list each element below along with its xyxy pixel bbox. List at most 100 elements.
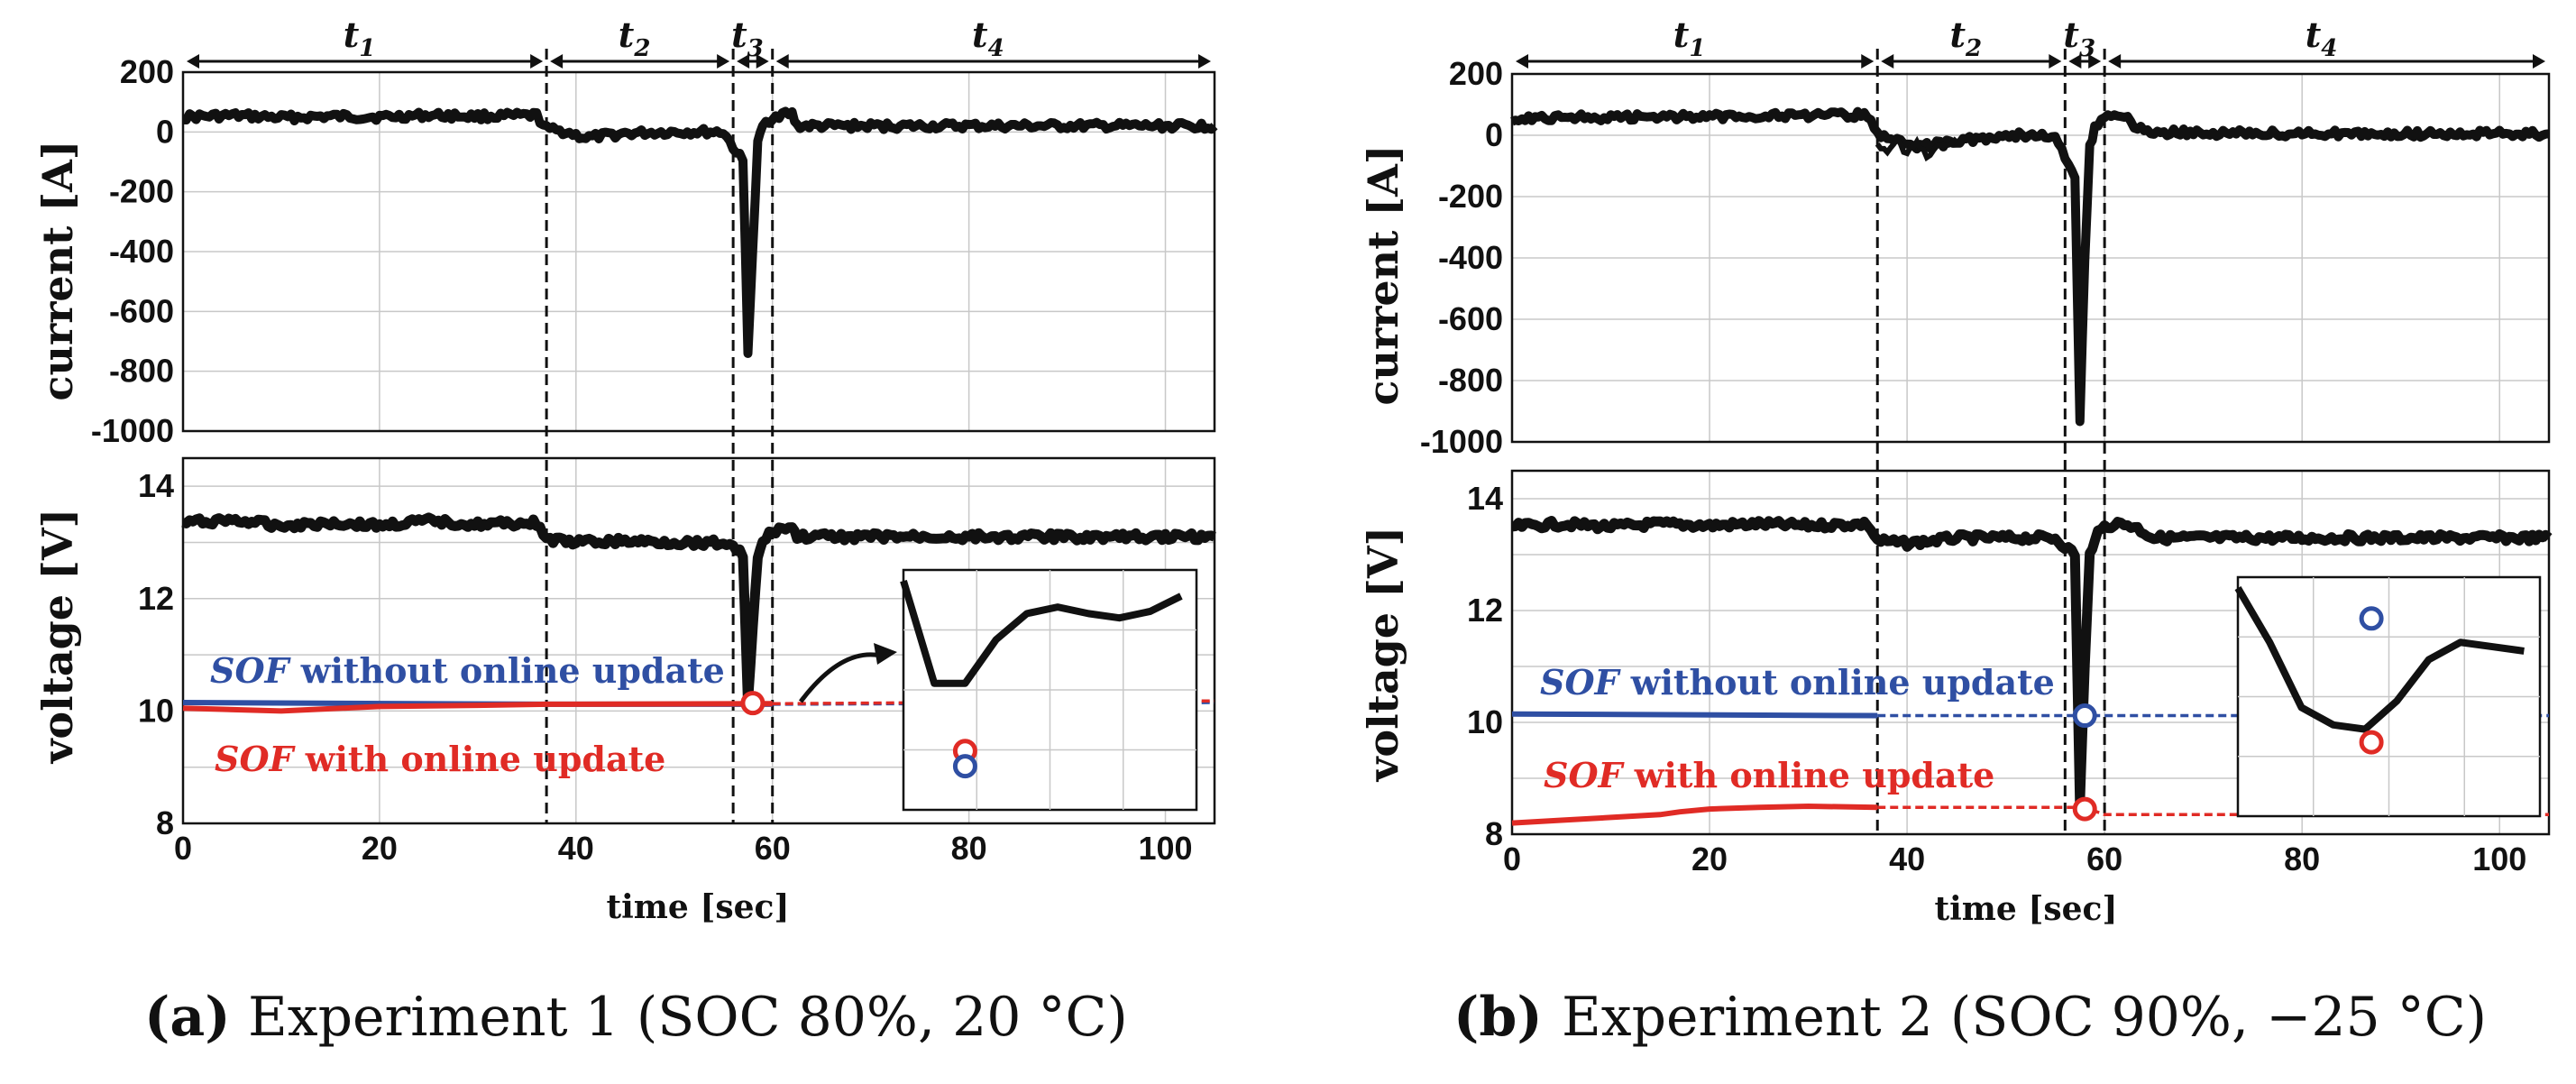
sof-marker	[2072, 796, 2097, 822]
phase-label-sub: 1	[359, 35, 375, 62]
voltage-ylabel: voltage [V]	[1359, 527, 1407, 783]
legend-rest: with online update	[294, 739, 666, 779]
inset-marker-without	[952, 754, 977, 779]
phase-arrow-head-right	[756, 54, 769, 69]
current-ytick-label: -1000	[91, 412, 174, 449]
voltage-ytick-label: 8	[156, 804, 174, 841]
phase-label-sub: 3	[747, 35, 764, 62]
inset-pointer-arrow	[799, 652, 882, 703]
phase-arrow-head-left	[2068, 54, 2082, 69]
panel-b: t1 t2 t3 t4 2000-200-400-600-800-1000141210…	[1359, 14, 2553, 1049]
current-ylabel: current [A]	[1359, 144, 1407, 405]
current-axes-frame	[1510, 72, 2551, 444]
inset-voltage-trace	[2234, 586, 2525, 733]
inset-marker-without	[2359, 606, 2384, 631]
x-tick-label: 0	[1503, 841, 1521, 877]
voltage-ylabel: voltage [V]	[33, 509, 82, 765]
phase-label-name: t	[1949, 14, 1966, 55]
legend-sof-italic: SOF	[1540, 662, 1622, 703]
inset-marker-with	[2359, 730, 2384, 755]
sof-marker	[740, 691, 765, 716]
phase-arrow-head-left	[187, 54, 199, 69]
inset-voltage-trace	[900, 579, 1183, 687]
legend-rest: without online update	[1619, 662, 2055, 703]
phase-label-sub: 1	[1689, 35, 1705, 62]
caption-text: Experiment 2 (SOC 90%, −25 °C)	[1562, 986, 2487, 1049]
voltage-ytick-label: 14	[1467, 480, 1503, 517]
caption-letter: (a)	[144, 986, 231, 1049]
legend-sof-italic: SOF	[210, 650, 292, 691]
voltage-ytick-label: 12	[1467, 592, 1503, 629]
current-ylabel: current [A]	[33, 140, 82, 400]
phase-label-t4: t4	[2306, 14, 2338, 62]
phase-arrow-head-left	[1516, 54, 1528, 69]
current-ytick-label: -800	[1438, 362, 1503, 399]
caption: (b) Experiment 2 (SOC 90%, −25 °C)	[1453, 986, 2487, 1049]
phase-arrow-head-right	[1861, 54, 1875, 69]
phase-label-name: t	[619, 14, 635, 55]
phase-label-t3: t3	[2063, 14, 2095, 62]
current-trace	[1510, 106, 2551, 427]
x-tick-label: 100	[1138, 830, 1192, 867]
caption-letter: (b)	[1453, 986, 1543, 1049]
phase-label-name: t	[1673, 14, 1690, 55]
voltage-trace	[1510, 516, 2553, 808]
phase-label-name: t	[972, 14, 988, 55]
legend-rest: with online update	[1623, 755, 1995, 795]
phase-label-t2: t2	[619, 14, 651, 62]
phase-label-t1: t1	[344, 14, 376, 62]
legend-with-online-update: SOF with online update	[1544, 755, 1994, 795]
legend-without-online-update: SOF without online update	[210, 650, 725, 691]
voltage-ytick-label: 12	[138, 580, 174, 617]
phase-arrow-head-right	[717, 54, 730, 69]
phase-label-t2: t2	[1949, 14, 1982, 62]
phase-arrow-head-left	[1881, 54, 1894, 69]
voltage-ytick-label: 14	[138, 467, 174, 504]
phase-label-t1: t1	[1673, 14, 1706, 62]
sof-line-without-solid	[1511, 711, 1878, 719]
phase-arrow-head-right	[2533, 54, 2545, 69]
x-axis-label: time [sec]	[607, 888, 790, 926]
legend-with-online-update: SOF with online update	[215, 739, 665, 779]
phase-label-name: t	[2306, 14, 2322, 55]
current-axes-frame	[181, 70, 1216, 433]
sof-line-with-solid	[1511, 803, 1878, 826]
voltage-trace	[181, 512, 1216, 708]
current-ytick-label: -800	[109, 353, 174, 390]
phase-label-name: t	[731, 14, 747, 55]
phase-label-sub: 4	[2321, 35, 2337, 62]
legend-sof-italic: SOF	[215, 739, 297, 779]
legend-without-online-update: SOF without online update	[1540, 662, 2055, 703]
sof-line-with-solid	[182, 701, 773, 714]
current-ytick-label: 0	[1485, 116, 1503, 153]
legend-rest: without online update	[289, 650, 725, 691]
phase-label-t3: t3	[731, 14, 764, 62]
current-trace-lower	[1875, 133, 1959, 162]
x-tick-label: 40	[1889, 841, 1925, 877]
current-ytick-label: -400	[1438, 239, 1503, 276]
current-ytick-label: -200	[109, 173, 174, 210]
phase-label-t4: t4	[972, 14, 1004, 62]
current-ytick-label: 200	[120, 53, 174, 90]
phase-label-sub: 2	[633, 35, 650, 62]
phase-arrow-head-left	[737, 54, 750, 69]
legend-sof-italic: SOF	[1544, 755, 1626, 795]
voltage-ytick-label: 8	[1485, 815, 1503, 852]
phase-arrow-head-right	[1198, 54, 1211, 69]
phase-arrow-head-left	[775, 54, 789, 69]
x-tick-label: 80	[951, 830, 987, 867]
voltage-ytick-label: 10	[1467, 703, 1503, 740]
x-tick-label: 60	[755, 830, 791, 867]
phase-arrow-head-right	[530, 54, 544, 69]
phase-arrow-head-left	[550, 54, 564, 69]
phase-arrow-head-right	[2049, 54, 2062, 69]
phase-arrow-head-left	[2108, 54, 2122, 69]
x-axis-label: time [sec]	[1935, 890, 2118, 928]
current-ytick-label: -600	[1438, 300, 1503, 337]
inset-pointer-arrowhead	[874, 643, 897, 665]
current-ytick-label: -1000	[1420, 423, 1503, 460]
x-tick-label: 0	[174, 830, 192, 867]
x-tick-label: 100	[2472, 841, 2526, 877]
phase-label-sub: 4	[988, 35, 1004, 62]
